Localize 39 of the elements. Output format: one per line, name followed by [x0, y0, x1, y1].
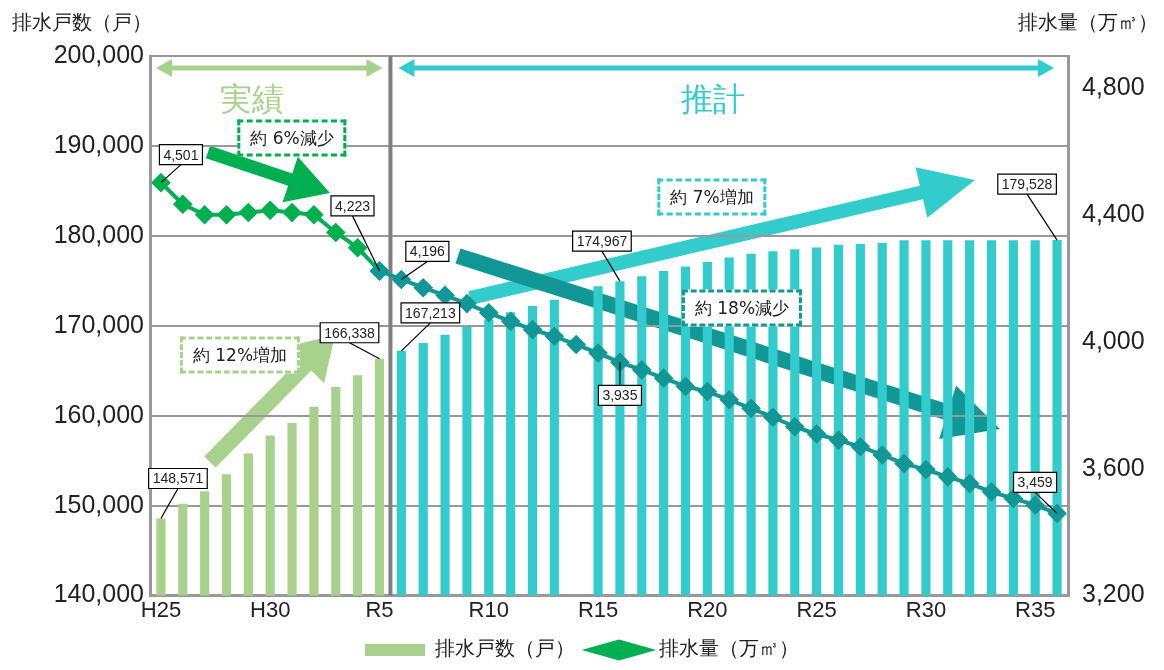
y-tick-label: 160,000: [53, 399, 144, 428]
y-axis-title: 排水戸数（戸）: [12, 10, 152, 35]
data-label: 4,196: [409, 243, 446, 260]
annotation: 約 18%減少: [681, 289, 803, 327]
y-tick-label: 180,000: [53, 219, 144, 248]
data-label: 3,459: [1017, 474, 1053, 491]
x-tick-label: R15: [577, 596, 619, 622]
x-tick-label: R5: [365, 596, 394, 622]
annotation: 実績: [220, 79, 284, 120]
y2-axis-title: 排水量（万㎥）: [1018, 10, 1158, 35]
x-tick-label: R10: [468, 596, 509, 622]
legend-label: 排水戸数（戸）: [435, 636, 575, 661]
data-label: 4,501: [163, 146, 199, 163]
data-label: 166,338: [324, 324, 376, 341]
data-label: 3,935: [602, 387, 638, 404]
annotation: 約 7%増加: [657, 178, 767, 216]
x-tick-label: R35: [1015, 596, 1056, 622]
y-tick-label: 190,000: [53, 129, 144, 158]
y2-tick-label: 4,000: [1082, 325, 1145, 354]
data-label: 167,213: [405, 304, 456, 321]
x-tick-label: R25: [796, 596, 837, 622]
y2-tick-label: 4,800: [1082, 71, 1145, 100]
data-label: 174,967: [576, 232, 628, 249]
y-tick-label: 150,000: [53, 489, 144, 518]
y2-tick-label: 3,200: [1082, 579, 1145, 608]
x-tick-label: R20: [687, 596, 728, 622]
annotation: 約 12%増加: [179, 336, 301, 374]
annotation: 推計: [681, 79, 745, 120]
y2-tick-label: 4,400: [1082, 198, 1145, 227]
legend-label: 排水量（万㎥）: [659, 636, 799, 661]
y-tick-label: 200,000: [53, 39, 144, 68]
data-label: 4,223: [334, 197, 371, 214]
annotation: 約 6%減少: [237, 119, 347, 157]
x-tick-label: H30: [250, 596, 291, 622]
y2-tick-label: 3,600: [1082, 452, 1145, 481]
data-label: 148,571: [152, 470, 204, 487]
y-tick-label: 170,000: [53, 309, 144, 338]
x-tick-label: R30: [905, 596, 947, 622]
data-label: 179,528: [1001, 175, 1053, 192]
